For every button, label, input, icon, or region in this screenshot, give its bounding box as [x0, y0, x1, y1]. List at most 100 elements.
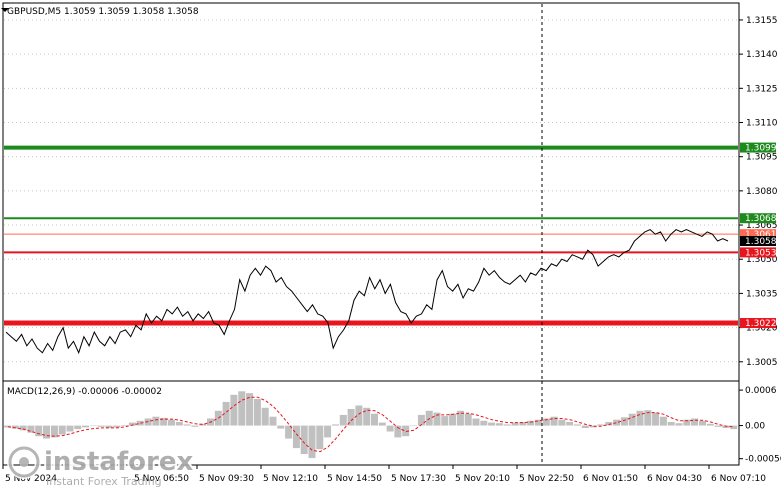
macd-bar	[82, 425, 90, 428]
macd-pane: 0.0006 0.00 -0.00056 MACD(12,26,9) -0.0000…	[3, 380, 781, 465]
macd-bar	[659, 416, 667, 426]
macd-tick-label: 0.00	[745, 422, 765, 432]
price-line	[5, 229, 729, 355]
macd-bar	[339, 414, 347, 426]
macd-bar	[246, 393, 254, 426]
macd-bar	[160, 417, 168, 426]
watermark: instaforex instaforex Instant Forex Trad…	[7, 445, 196, 488]
macd-bar	[472, 418, 480, 426]
macd-bar	[519, 422, 527, 426]
x-tick-label: 5 Nov 2024	[5, 474, 57, 484]
price-levels	[4, 145, 738, 326]
macd-bar	[285, 425, 293, 439]
macd-bar	[652, 412, 660, 426]
x-tick-label: 5 Nov 06:50	[134, 474, 189, 484]
x-tick-label: 6 Nov 04:30	[647, 474, 702, 484]
symbol-dropdown-icon[interactable]	[1, 8, 9, 12]
macd-title: MACD(12,26,9) -0.00006 -0.00002	[7, 387, 162, 397]
macd-bar	[394, 425, 402, 438]
macd-bar	[113, 425, 121, 428]
macd-bar	[527, 420, 535, 426]
macd-bar	[269, 416, 277, 426]
chart-title: GBPUSD,M5 1.3059 1.3059 1.3058 1.3058	[7, 7, 199, 17]
level-label: 1.3068	[745, 214, 777, 224]
macd-bar	[628, 413, 636, 426]
price-tick-label: 1.3065	[746, 221, 778, 231]
x-tick-label: 5 Nov 20:10	[455, 474, 510, 484]
price-tick-label: 1.3005	[746, 358, 778, 368]
price-tick-label: 1.3110	[746, 118, 778, 128]
x-tick-label: 5 Nov 17:30	[391, 474, 446, 484]
macd-bar	[347, 409, 355, 426]
macd-bar	[433, 412, 441, 426]
price-tick-label: 1.3155	[746, 16, 778, 26]
macd-bar	[535, 419, 542, 426]
x-axis: 5 Nov 2024 5 Nov 06:50 5 Nov 09:30 5 Nov 12…	[2, 465, 766, 484]
level-label-box	[740, 247, 776, 258]
macd-bar	[152, 416, 160, 426]
macd-bar	[128, 422, 136, 426]
price-pane-frame	[2, 2, 740, 466]
price-tick-label: 1.3095	[746, 153, 778, 163]
macd-bar	[35, 425, 43, 437]
level-label-box	[740, 213, 776, 224]
macd-bar	[199, 423, 207, 426]
macd-bar	[441, 416, 449, 426]
macd-bar	[464, 413, 472, 426]
price-level-labels: 1.3099 1.3068 1.3061 1.3053 1.3022 1.3058	[740, 142, 777, 329]
price-tick-label: 1.3140	[746, 50, 778, 60]
macd-bar	[222, 401, 230, 426]
macd-bar	[300, 425, 308, 454]
macd-bar	[277, 425, 285, 429]
watermark-brand-halo: instaforex	[44, 447, 194, 477]
macd-bar	[74, 425, 82, 430]
price-tick-label: 1.3050	[746, 255, 778, 265]
macd-bar	[19, 425, 27, 431]
macd-bar	[417, 414, 425, 426]
macd-bar	[410, 425, 417, 427]
macd-bar	[261, 407, 269, 426]
macd-bar	[683, 419, 691, 426]
current-price-label: 1.3058	[745, 237, 777, 247]
macd-bar	[66, 425, 74, 432]
current-price-box	[740, 235, 776, 246]
macd-bar	[691, 418, 699, 426]
macd-bar	[4, 425, 11, 428]
macd-bar	[144, 418, 152, 426]
macd-bar	[542, 418, 550, 426]
macd-bar	[105, 425, 113, 428]
macd-bar	[97, 425, 105, 427]
macd-bar	[378, 422, 386, 426]
macd-bar	[50, 425, 58, 438]
macd-bar	[495, 423, 503, 426]
x-tick-label: 6 Nov 01:50	[583, 474, 638, 484]
macd-bar	[324, 425, 332, 438]
macd-bar	[136, 420, 144, 426]
macd-tick-label: -0.00056	[745, 455, 781, 465]
macd-bar	[191, 425, 199, 427]
macd-bar	[636, 410, 644, 426]
macd-bar	[730, 425, 738, 430]
macd-bar	[253, 399, 261, 426]
macd-bar	[168, 419, 175, 426]
macd-bar	[480, 420, 488, 426]
level-label: 1.3022	[745, 319, 777, 329]
macd-bar	[238, 391, 246, 426]
macd-bar	[566, 422, 574, 426]
macd-bar	[605, 422, 613, 426]
watermark-brand: instaforex	[44, 447, 194, 477]
macd-bar	[620, 417, 628, 426]
macd-bar	[597, 424, 605, 426]
macd-bar	[589, 425, 597, 428]
level-label-box	[740, 142, 776, 153]
level-label: 1.3053	[745, 248, 777, 258]
macd-bar	[58, 425, 66, 435]
macd-bar	[308, 425, 316, 459]
macd-bar	[292, 425, 300, 449]
price-tick-label: 1.3035	[746, 289, 778, 299]
level-label-box	[740, 229, 776, 240]
macd-histogram	[4, 391, 738, 459]
macd-bar	[699, 420, 706, 426]
macd-bar	[363, 407, 371, 426]
watermark-logo-icon	[8, 446, 40, 478]
